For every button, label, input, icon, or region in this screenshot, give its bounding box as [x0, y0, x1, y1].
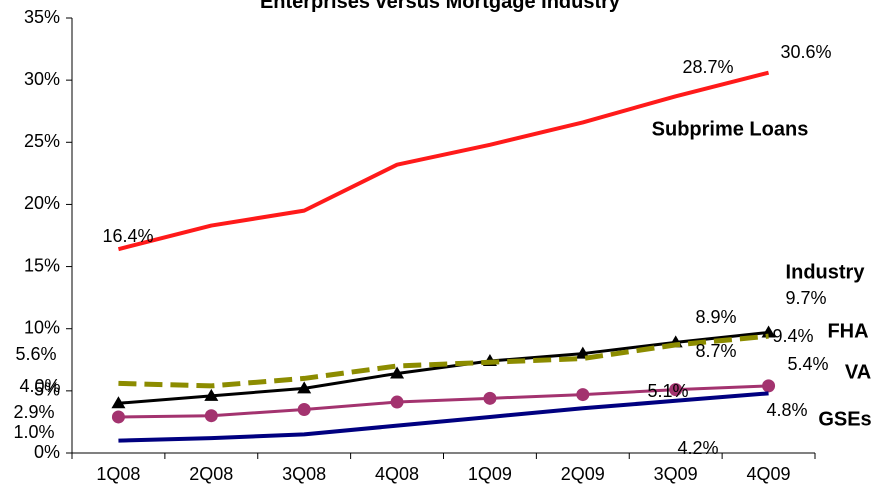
data-label: 30.6%: [780, 42, 831, 62]
marker: [483, 391, 497, 405]
series-line: [118, 391, 769, 443]
series-line: [118, 333, 769, 389]
chart-title: Enterprises versus Mortgage Industry: [260, 0, 621, 13]
y-tick-label: 25%: [24, 131, 60, 151]
y-tick-label: 15%: [24, 255, 60, 275]
series-name: Industry: [786, 261, 866, 283]
marker: [111, 410, 125, 424]
data-label: 9.7%: [785, 288, 826, 308]
series-name: FHA: [827, 320, 868, 342]
marker: [390, 366, 405, 379]
series-line: [118, 330, 769, 405]
marker: [669, 383, 683, 397]
data-label: 5.4%: [787, 354, 828, 374]
series-name: GSEs: [818, 408, 871, 430]
data-label: 8.7%: [695, 341, 736, 361]
marker: [297, 381, 312, 394]
marker: [204, 388, 219, 401]
x-tick-label: 1Q08: [96, 464, 140, 484]
series-line: [117, 70, 770, 252]
marker: [297, 403, 311, 416]
x-tick-label: 1Q09: [468, 464, 512, 484]
data-label: 8.9%: [695, 307, 736, 327]
data-label: 4.0%: [19, 376, 60, 396]
x-tick-label: 4Q09: [747, 464, 791, 484]
data-label: 4.2%: [677, 438, 718, 458]
marker: [762, 379, 776, 393]
data-label: 16.4%: [102, 226, 153, 246]
data-label: 2.9%: [13, 402, 54, 422]
marker: [204, 409, 218, 423]
marker: [111, 396, 126, 409]
series-name: Subprime Loans: [652, 118, 809, 140]
y-tick-label: 35%: [24, 7, 60, 27]
data-label: 4.8%: [766, 400, 807, 420]
y-tick-label: 30%: [24, 69, 60, 89]
marker: [576, 388, 590, 402]
y-tick-label: 5%: [34, 380, 60, 400]
y-tick-label: 20%: [24, 193, 60, 213]
marker: [761, 325, 776, 338]
x-tick-label: 3Q08: [282, 464, 326, 484]
y-tick-label: 10%: [24, 317, 60, 337]
data-label: 5.1%: [647, 381, 688, 401]
series-name: VA: [845, 361, 871, 383]
data-label: 9.4%: [772, 326, 813, 346]
y-tick-label: 0%: [34, 442, 60, 462]
x-tick-label: 2Q09: [561, 464, 605, 484]
x-tick-label: 4Q08: [375, 464, 419, 484]
data-label: 28.7%: [682, 57, 733, 77]
series-line: [118, 384, 769, 419]
x-tick-label: 3Q09: [654, 464, 698, 484]
data-label: 1.0%: [13, 422, 54, 442]
data-label: 5.6%: [15, 344, 56, 364]
marker: [390, 395, 404, 409]
x-tick-label: 2Q08: [189, 464, 233, 484]
